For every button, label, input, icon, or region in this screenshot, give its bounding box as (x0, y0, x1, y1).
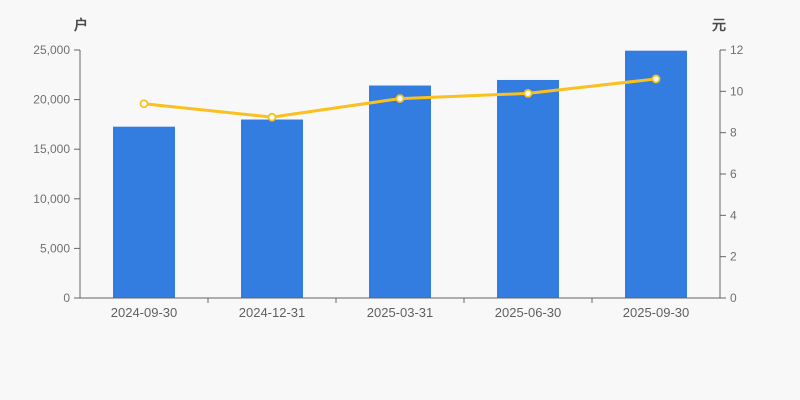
right-axis-tick-label: 6 (730, 167, 737, 181)
x-axis-label-2024-12-31: 2024-12-31 (239, 305, 306, 320)
line-point-2024-12-31[interactable] (267, 112, 277, 122)
line-point-2025-03-31[interactable] (395, 94, 405, 103)
right-axis-title: 元 (712, 17, 726, 33)
left-axis-title: 户 (74, 17, 88, 33)
right-axis-tick-label: 0 (730, 291, 737, 305)
line-point-2024-09-30[interactable] (139, 99, 149, 109)
bar-2024-09-30[interactable] (113, 126, 175, 298)
line-series-group (139, 74, 661, 122)
right-axis-tick-label: 8 (730, 126, 737, 140)
left-axis-tick-label: 20,000 (33, 93, 70, 107)
bar-2025-03-31[interactable] (369, 85, 431, 298)
bar-series-group (113, 50, 687, 299)
line-point-2025-09-30[interactable] (651, 74, 661, 84)
bar-2025-09-30[interactable] (625, 50, 687, 299)
x-axis-label-2025-09-30: 2025-09-30 (623, 305, 690, 320)
x-axis-label-2024-09-30: 2024-09-30 (111, 305, 178, 320)
left-axis-tick-label: 0 (63, 291, 70, 305)
line-point-2025-06-30[interactable] (523, 89, 533, 98)
right-axis-tick-label: 10 (730, 84, 744, 98)
axes-group: 0 5,000 10,000 15,000 20,000 25,000 0 2 4 6 8 10 12 2… (33, 43, 743, 320)
left-axis-tick-label: 5,000 (40, 241, 70, 255)
bar-2024-12-31[interactable] (241, 119, 303, 298)
x-axis-label-2025-03-31: 2025-03-31 (367, 305, 434, 320)
left-axis-tick-label: 15,000 (33, 142, 70, 156)
left-axis-tick-label: 10,000 (33, 192, 70, 206)
bar-2025-06-30[interactable] (497, 79, 559, 298)
right-axis-tick-label: 12 (730, 43, 744, 57)
x-axis-label-2025-06-30: 2025-06-30 (495, 305, 562, 320)
left-axis-tick-label: 25,000 (33, 43, 70, 57)
right-axis-tick-label: 4 (730, 208, 737, 222)
right-axis-tick-label: 2 (730, 250, 737, 264)
